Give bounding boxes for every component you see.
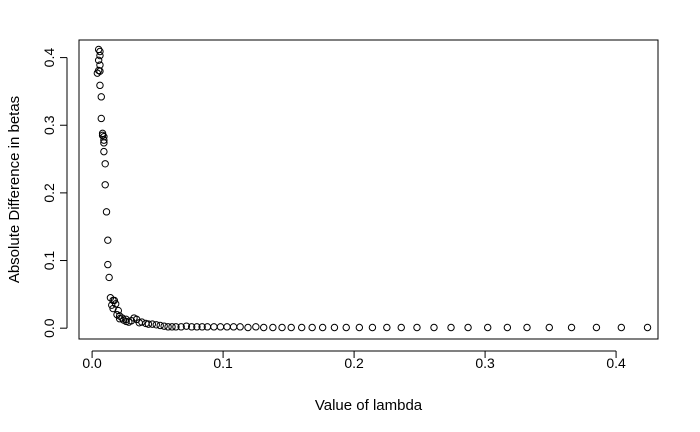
data-point — [187, 323, 196, 331]
data-point — [93, 69, 102, 77]
data-point — [172, 323, 180, 331]
data-point — [97, 93, 105, 101]
y-tick-label: 0.4 — [41, 48, 57, 68]
data-point — [567, 323, 576, 332]
data-point — [523, 323, 531, 332]
data-point — [278, 323, 286, 332]
data-point — [210, 323, 218, 331]
data-point — [148, 320, 157, 328]
data-point — [96, 51, 104, 60]
data-point — [236, 323, 244, 331]
data-point — [198, 323, 206, 331]
data-point — [297, 323, 306, 332]
x-tick-label: 0.2 — [344, 355, 364, 371]
x-tick-label: 0.3 — [475, 355, 495, 371]
x-tick-label: 0.1 — [213, 355, 233, 371]
data-point — [177, 323, 185, 331]
y-axis-label: Absolute Difference in betas — [6, 96, 23, 283]
data-point — [229, 323, 238, 331]
data-point — [216, 323, 225, 331]
data-point — [164, 323, 172, 331]
y-tick-label: 0.0 — [41, 318, 57, 338]
x-tick-label: 0.0 — [82, 355, 102, 371]
data-point — [101, 181, 109, 189]
data-point — [592, 323, 601, 332]
data-point — [108, 301, 116, 309]
data-point — [308, 323, 316, 332]
data-point — [617, 323, 626, 332]
data-point — [330, 323, 339, 332]
data-point — [269, 323, 277, 332]
data-point — [287, 323, 295, 332]
x-axis: 0.0 0.1 0.2 0.3 0.4 — [82, 350, 626, 371]
data-point — [100, 136, 108, 144]
data-point — [102, 208, 111, 216]
data-point — [100, 147, 108, 156]
data-point — [156, 321, 164, 330]
data-point — [101, 160, 109, 168]
plot-frame — [78, 39, 659, 340]
data-point — [397, 323, 405, 332]
data-point — [342, 323, 350, 332]
data-point — [430, 323, 438, 332]
data-point — [447, 323, 455, 332]
data-point — [368, 323, 377, 332]
data-point — [383, 323, 391, 332]
data-point — [105, 273, 113, 282]
data-point — [98, 131, 107, 140]
data-point — [104, 260, 112, 269]
y-tick-label: 0.3 — [41, 115, 57, 135]
y-tick-label: 0.2 — [41, 183, 57, 203]
data-point — [252, 323, 260, 331]
data-point — [152, 321, 160, 329]
data-point — [114, 306, 122, 315]
data-point — [484, 323, 492, 332]
data-point — [97, 114, 105, 123]
y-tick-label: 0.1 — [41, 251, 57, 271]
data-point — [182, 322, 191, 330]
data-point — [144, 320, 153, 328]
data-point — [104, 236, 112, 244]
data-point — [318, 323, 327, 332]
data-point — [193, 323, 201, 331]
data-point — [98, 129, 107, 138]
data-points — [93, 45, 652, 332]
x-tick-label: 0.4 — [606, 355, 626, 371]
data-point — [643, 323, 652, 332]
x-axis-label: Value of lambda — [315, 397, 423, 414]
y-axis: 0.0 0.1 0.2 0.3 0.4 — [41, 48, 68, 338]
data-point — [96, 81, 104, 90]
data-point — [545, 323, 553, 332]
data-point — [503, 323, 512, 332]
data-point — [464, 323, 472, 332]
data-point — [413, 323, 421, 332]
data-point — [244, 323, 252, 332]
data-point — [260, 323, 268, 332]
data-point — [138, 318, 146, 326]
data-point — [100, 139, 108, 147]
data-point — [160, 322, 168, 330]
data-point — [96, 47, 104, 56]
data-point — [355, 323, 364, 332]
data-point — [94, 56, 103, 64]
data-point — [168, 323, 176, 331]
data-point — [223, 323, 231, 331]
